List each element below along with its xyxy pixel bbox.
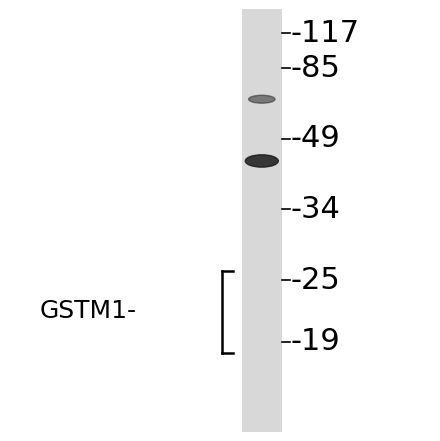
Text: -117: -117 — [290, 19, 359, 48]
Text: -49: -49 — [290, 124, 340, 153]
Text: GSTM1-: GSTM1- — [39, 299, 136, 323]
Text: -19: -19 — [290, 327, 340, 356]
Ellipse shape — [246, 155, 278, 167]
Text: -25: -25 — [290, 265, 340, 295]
Text: -34: -34 — [290, 195, 340, 224]
Bar — [242, 9, 282, 432]
Text: -85: -85 — [290, 54, 340, 83]
Ellipse shape — [249, 95, 275, 103]
